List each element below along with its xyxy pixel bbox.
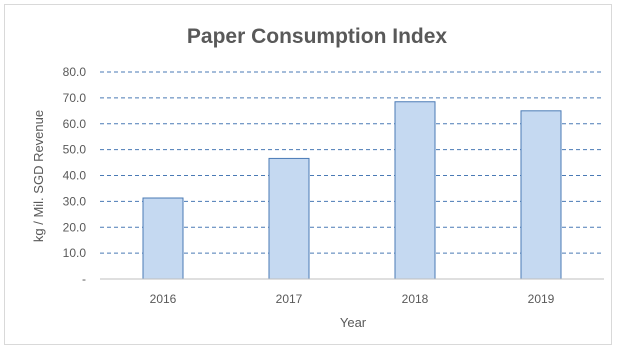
gridlines <box>100 71 604 254</box>
bar-2016 <box>142 197 184 280</box>
y-axis-label: kg / Mil. SGD Revenue <box>31 110 46 242</box>
bar-2018 <box>394 101 436 280</box>
bar-2019 <box>520 110 562 280</box>
x-tick-label: 2017 <box>276 292 303 306</box>
y-tick-label: 10.0 <box>63 246 87 260</box>
y-tick-label: 20.0 <box>63 220 87 234</box>
bar-2017 <box>268 157 310 280</box>
chart-title: Paper Consumption Index <box>187 25 448 48</box>
y-tick-label: 40.0 <box>63 169 87 183</box>
x-tick-label: 2016 <box>150 292 177 306</box>
x-axis-ticks: 2016 2017 2018 2019 <box>150 292 555 306</box>
y-tick-label: 50.0 <box>63 143 87 157</box>
y-tick-label: 70.0 <box>63 91 87 105</box>
x-tick-label: 2018 <box>402 292 429 306</box>
y-tick-label: 60.0 <box>63 117 87 131</box>
y-tick-label: 80.0 <box>63 65 87 79</box>
y-tick-label: - <box>82 272 86 286</box>
x-tick-label: 2019 <box>528 292 555 306</box>
y-axis-ticks: - 10.0 20.0 30.0 40.0 50.0 60.0 70.0 80.0 <box>63 65 87 286</box>
bars <box>142 101 562 280</box>
y-tick-label: 30.0 <box>63 194 87 208</box>
x-axis-label: Year <box>340 315 367 330</box>
